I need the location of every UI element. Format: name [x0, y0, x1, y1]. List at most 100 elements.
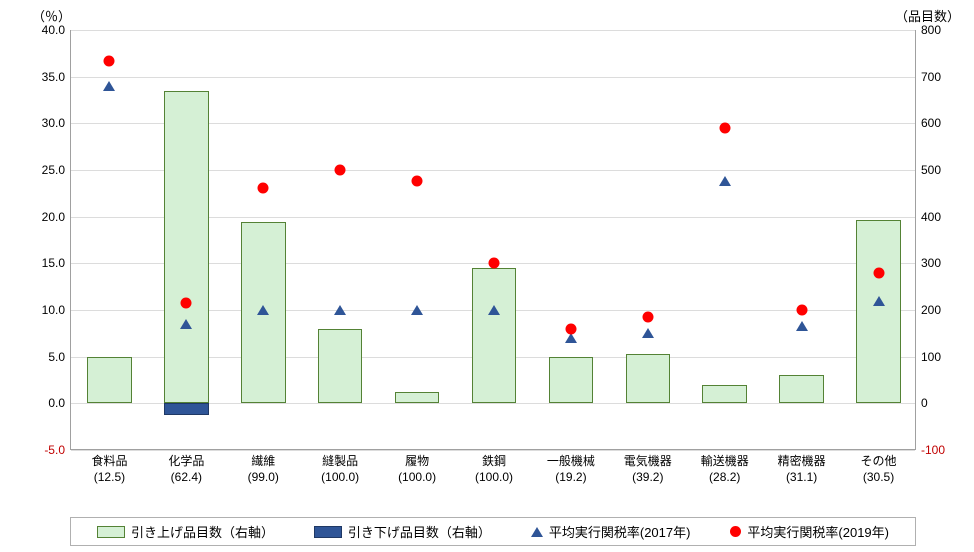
category-sub: (100.0): [456, 469, 532, 485]
tick-right: 700: [915, 70, 941, 84]
triangle-icon: [180, 319, 192, 329]
legend-item-tri: 平均実行関税率(2017年): [531, 522, 691, 541]
category-sub: (100.0): [302, 469, 378, 485]
swatch-up-icon: [97, 526, 125, 538]
category-name: 鉄鋼: [456, 453, 532, 469]
bar-up: [702, 385, 747, 404]
gridline: [71, 77, 915, 78]
category-label: 精密機器(31.1): [764, 449, 840, 485]
dot-icon: [873, 267, 884, 278]
category-label: 一般機械(19.2): [533, 449, 609, 485]
triangle-icon: [257, 305, 269, 315]
category-name: 一般機械: [533, 453, 609, 469]
tick-right: 300: [915, 256, 941, 270]
category-sub: (62.4): [148, 469, 224, 485]
triangle-icon: [411, 305, 423, 315]
triangle-icon: [719, 176, 731, 186]
category-sub: (31.1): [764, 469, 840, 485]
tick-right: 0: [915, 396, 928, 410]
dot-icon: [181, 298, 192, 309]
category-label: 鉄鋼(100.0): [456, 449, 532, 485]
tick-right: 200: [915, 303, 941, 317]
tick-right: 600: [915, 116, 941, 130]
bar-up: [472, 268, 517, 403]
legend-label-tri: 平均実行関税率(2017年): [549, 522, 691, 541]
tick-left: 35.0: [42, 70, 71, 84]
tick-left: 0.0: [48, 396, 71, 410]
dot-icon: [730, 526, 741, 537]
category-sub: (30.5): [841, 469, 917, 485]
tick-left: 30.0: [42, 116, 71, 130]
tick-left: 5.0: [48, 350, 71, 364]
category-name: 化学品: [148, 453, 224, 469]
category-label: 化学品(62.4): [148, 449, 224, 485]
category-name: 繊維: [225, 453, 301, 469]
bar-up: [87, 357, 132, 404]
dot-icon: [796, 305, 807, 316]
category-name: その他: [841, 453, 917, 469]
bar-up: [318, 329, 363, 404]
legend-item-dot: 平均実行関税率(2019年): [730, 522, 889, 541]
category-name: 精密機器: [764, 453, 840, 469]
triangle-icon: [488, 305, 500, 315]
legend-label-dot: 平均実行関税率(2019年): [747, 522, 889, 541]
dot-icon: [642, 312, 653, 323]
legend-label-down: 引き下げ品目数（右軸）: [348, 522, 491, 541]
bar-down: [164, 403, 209, 415]
bar-up: [395, 392, 440, 403]
tick-left: 25.0: [42, 163, 71, 177]
category-label: 電気機器(39.2): [610, 449, 686, 485]
category-label: 輸送機器(28.2): [687, 449, 763, 485]
bar-up: [164, 91, 209, 404]
category-sub: (39.2): [610, 469, 686, 485]
tick-left: 15.0: [42, 256, 71, 270]
category-name: 食料品: [71, 453, 147, 469]
swatch-down-icon: [314, 526, 342, 538]
bar-up: [856, 220, 901, 403]
category-name: 電気機器: [610, 453, 686, 469]
category-name: 縫製品: [302, 453, 378, 469]
category-sub: (99.0): [225, 469, 301, 485]
plot-area: -5.00.05.010.015.020.025.030.035.040.0-1…: [70, 30, 916, 450]
tick-right: 100: [915, 350, 941, 364]
dot-icon: [258, 182, 269, 193]
chart-container: （％） （品目数） -5.00.05.010.015.020.025.030.0…: [0, 0, 974, 552]
tick-right: 400: [915, 210, 941, 224]
gridline: [71, 30, 915, 31]
category-name: 履物: [379, 453, 455, 469]
dot-icon: [412, 176, 423, 187]
triangle-icon: [796, 321, 808, 331]
triangle-icon: [103, 81, 115, 91]
triangle-icon: [334, 305, 346, 315]
tick-left: 40.0: [42, 23, 71, 37]
category-label: 繊維(99.0): [225, 449, 301, 485]
triangle-icon: [531, 527, 543, 537]
dot-icon: [719, 123, 730, 134]
legend: 引き上げ品目数（右軸） 引き下げ品目数（右軸） 平均実行関税率(2017年) 平…: [70, 517, 916, 546]
tick-left: 10.0: [42, 303, 71, 317]
tick-right: -100: [915, 443, 945, 457]
dot-icon: [489, 258, 500, 269]
bar-up: [549, 357, 594, 404]
legend-label-up: 引き上げ品目数（右軸）: [131, 522, 274, 541]
category-sub: (19.2): [533, 469, 609, 485]
category-label: 縫製品(100.0): [302, 449, 378, 485]
category-sub: (100.0): [379, 469, 455, 485]
bar-up: [626, 354, 671, 403]
category-label: その他(30.5): [841, 449, 917, 485]
legend-item-up: 引き上げ品目数（右軸）: [97, 522, 274, 541]
triangle-icon: [565, 333, 577, 343]
category-sub: (28.2): [687, 469, 763, 485]
bar-up: [779, 375, 824, 403]
category-label: 食料品(12.5): [71, 449, 147, 485]
triangle-icon: [642, 328, 654, 338]
tick-right: 800: [915, 23, 941, 37]
tick-right: 500: [915, 163, 941, 177]
category-label: 履物(100.0): [379, 449, 455, 485]
dot-icon: [104, 55, 115, 66]
dot-icon: [335, 165, 346, 176]
category-sub: (12.5): [71, 469, 147, 485]
dot-icon: [565, 323, 576, 334]
tick-left: -5.0: [44, 443, 71, 457]
category-name: 輸送機器: [687, 453, 763, 469]
